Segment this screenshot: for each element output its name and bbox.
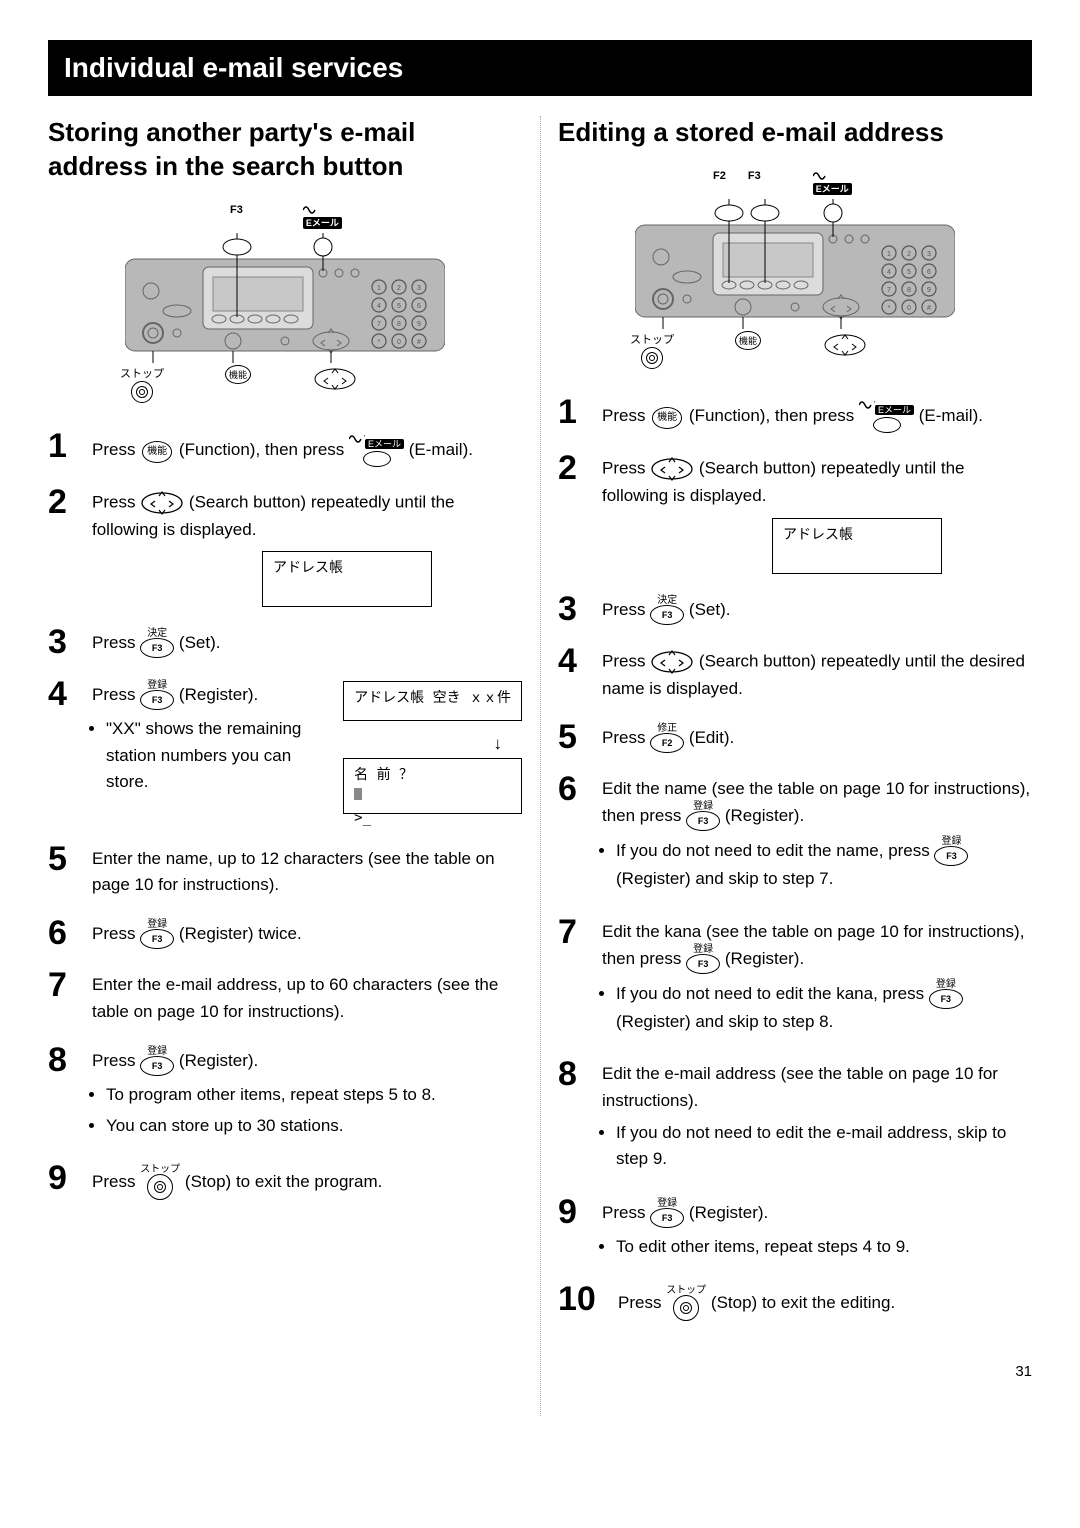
device-panel-right: F2 F3 Eメール [635, 170, 955, 369]
lcd-display: 名 前 ？ >_ [343, 758, 522, 814]
right-step-5: 5 Press 修正F2 (Edit). [558, 724, 1032, 754]
left-step-4: 4 Press 登録F3 (Register). "XX" shows the … [48, 681, 522, 823]
right-column: Editing a stored e-mail address F2 F3 Eメ… [558, 116, 1032, 1343]
left-step-1: 1 Press 機能 (Function), then press Eメール (… [48, 433, 522, 468]
svg-text:9: 9 [417, 321, 421, 328]
left-step-5: 5 Enter the name, up to 12 characters (s… [48, 846, 522, 899]
email-label: Eメール [303, 204, 342, 229]
func-button-icon: 機能 [142, 441, 172, 463]
left-step-3: 3 Press 決定F3 (Set). [48, 629, 522, 659]
nav-button-icon [140, 489, 184, 517]
f3-label: F3 [230, 204, 243, 229]
svg-text:*: * [378, 339, 381, 346]
left-column: Storing another party's e-mail address i… [48, 116, 522, 1343]
svg-text:0: 0 [397, 339, 401, 346]
nav-callout [305, 365, 365, 403]
f3-register-icon: 登録F3 [686, 945, 720, 974]
svg-text:3: 3 [927, 251, 931, 258]
f3-register-icon: 登録F3 [140, 920, 174, 949]
device-panel-left: F3 Eメール [125, 204, 445, 403]
right-step-2: 2 Press (Search button) repeatedly until… [558, 455, 1032, 573]
f3-set-icon: 決定F3 [140, 629, 174, 658]
right-step-9: 9 Press 登録F3 (Register). To edit other i… [558, 1199, 1032, 1264]
f3-register-icon: 登録F3 [929, 980, 963, 1009]
svg-text:9: 9 [927, 287, 931, 294]
func-callout: 機能 [723, 331, 773, 369]
nav-button-icon [650, 455, 694, 483]
stop-callout: ストップ [627, 331, 677, 369]
left-step-8: 8 Press 登録F3 (Register). To program othe… [48, 1047, 522, 1143]
svg-text:1: 1 [887, 251, 891, 258]
f3-register-icon: 登録F3 [140, 681, 174, 710]
left-step-2: 2 Press (Search button) repeatedly until… [48, 489, 522, 607]
svg-text:7: 7 [887, 287, 891, 294]
svg-text:6: 6 [417, 303, 421, 310]
left-step-9: 9 Press ストップ (Stop) to exit the program. [48, 1165, 522, 1200]
f2-edit-icon: 修正F2 [650, 724, 684, 753]
svg-text:5: 5 [397, 303, 401, 310]
svg-text:5: 5 [907, 269, 911, 276]
email-button-icon: Eメール [859, 399, 914, 434]
svg-text:*: * [888, 305, 891, 312]
svg-text:#: # [927, 305, 931, 312]
f2-label: F2 [713, 170, 726, 195]
nav-button-icon [650, 648, 694, 676]
nav-callout [815, 331, 875, 369]
svg-text:4: 4 [377, 303, 381, 310]
f3-label: F3 [748, 170, 761, 195]
lcd-display: アドレス帳 [262, 551, 432, 607]
svg-text:2: 2 [397, 285, 401, 292]
left-step-7: 7 Enter the e-mail address, up to 60 cha… [48, 972, 522, 1025]
svg-text:6: 6 [927, 269, 931, 276]
svg-text:8: 8 [907, 287, 911, 294]
right-step-3: 3 Press 決定F3 (Set). [558, 596, 1032, 626]
left-step-6: 6 Press 登録F3 (Register) twice. [48, 920, 522, 950]
svg-text:#: # [417, 339, 421, 346]
f3-register-icon: 登録F3 [686, 802, 720, 831]
func-button-icon: 機能 [652, 407, 682, 429]
svg-text:1: 1 [377, 285, 381, 292]
lcd-display: アドレス帳 空き ｘｘ件 [343, 681, 522, 721]
stop-callout: ストップ [117, 365, 167, 403]
right-step-10: 10 Press ストップ (Stop) to exit the editing… [558, 1286, 1032, 1321]
svg-text:8: 8 [397, 321, 401, 328]
f3-register-icon: 登録F3 [650, 1199, 684, 1228]
left-heading: Storing another party's e-mail address i… [48, 116, 522, 184]
svg-text:4: 4 [887, 269, 891, 276]
page-title: Individual e-mail services [48, 40, 1032, 96]
f3-register-icon: 登録F3 [934, 837, 968, 866]
f3-register-icon: 登録F3 [140, 1047, 174, 1076]
lcd-display: アドレス帳 [772, 518, 942, 574]
right-step-1: 1 Press 機能 (Function), then press Eメール (… [558, 399, 1032, 434]
email-label: Eメール [813, 170, 852, 195]
right-heading: Editing a stored e-mail address [558, 116, 1032, 150]
svg-text:3: 3 [417, 285, 421, 292]
svg-text:0: 0 [907, 305, 911, 312]
stop-button-icon: ストップ [666, 1286, 706, 1321]
func-callout: 機能 [213, 365, 263, 403]
right-step-8: 8 Edit the e-mail address (see the table… [558, 1061, 1032, 1176]
stop-button-icon: ストップ [140, 1165, 180, 1200]
svg-text:7: 7 [377, 321, 381, 328]
svg-text:2: 2 [907, 251, 911, 258]
right-step-6: 6 Edit the name (see the table on page 1… [558, 776, 1032, 897]
f3-set-icon: 決定F3 [650, 596, 684, 625]
right-step-7: 7 Edit the kana (see the table on page 1… [558, 919, 1032, 1040]
email-button-icon: Eメール [349, 433, 404, 468]
right-step-4: 4 Press (Search button) repeatedly until… [558, 648, 1032, 702]
